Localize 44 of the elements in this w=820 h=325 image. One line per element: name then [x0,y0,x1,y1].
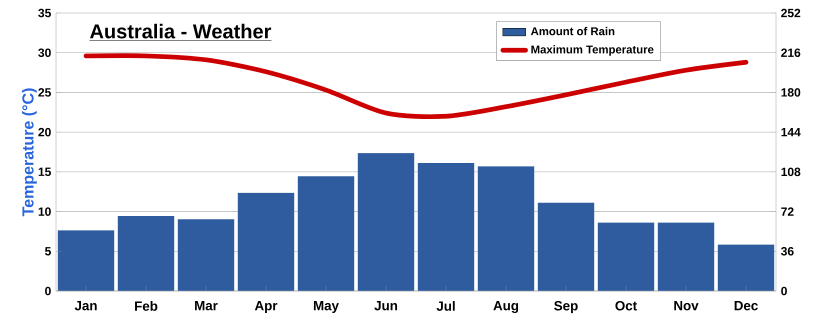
x-tick-label: Apr [254,301,278,313]
x-tick-label: May [314,301,339,313]
bar [718,244,774,292]
x-tick-label: Jun [374,301,398,310]
legend-label: Maximum Temperature [531,45,654,56]
y-tick-label: 25 [38,88,51,97]
bar [418,163,474,292]
y-tick-label: 30 [38,48,51,57]
bar [538,202,594,292]
bar [58,230,114,292]
bar [478,166,534,292]
y-tick-label: 20 [38,128,51,136]
bar [358,153,414,292]
x-tick-label: Oct [615,301,637,310]
x-tick-label: Feb [135,301,158,311]
x-tick-label: Jan [74,301,97,310]
y-tick-label: 0 [45,286,51,296]
bar [238,192,294,292]
y2-tick-label: 108 [781,168,800,176]
legend-label: Amount of Rain [530,26,614,36]
chart-title: Australia - Weather [90,24,272,38]
y2-tick-label: 72 [781,207,794,216]
y2-tick-label: 180 [781,88,800,97]
y2-tick-label: 144 [781,128,801,136]
x-tick-label: Aug [493,301,518,314]
bar [598,222,654,292]
bar [298,176,354,292]
y-axis-title: Temperature (°C) [22,88,37,216]
y-tick-label: 5 [44,247,51,256]
x-tick-label: Mar [195,301,218,310]
y2-tick-label: 0 [781,286,787,296]
y-tick-label: 15 [38,168,51,176]
bar [118,216,174,292]
y2-tick-label: 216 [781,48,800,57]
bar [658,222,714,292]
x-tick-label: Dec [734,301,758,310]
y2-tick-label: 36 [780,247,794,256]
y-tick-label: 10 [38,207,51,216]
bar [178,219,234,292]
x-tick-label: Nov [674,301,699,310]
x-tick-label: Sep [554,301,578,314]
y-tick-label: 35 [38,8,51,18]
y2-tick-label: 252 [781,8,800,18]
x-tick-label: Jul [436,301,455,311]
